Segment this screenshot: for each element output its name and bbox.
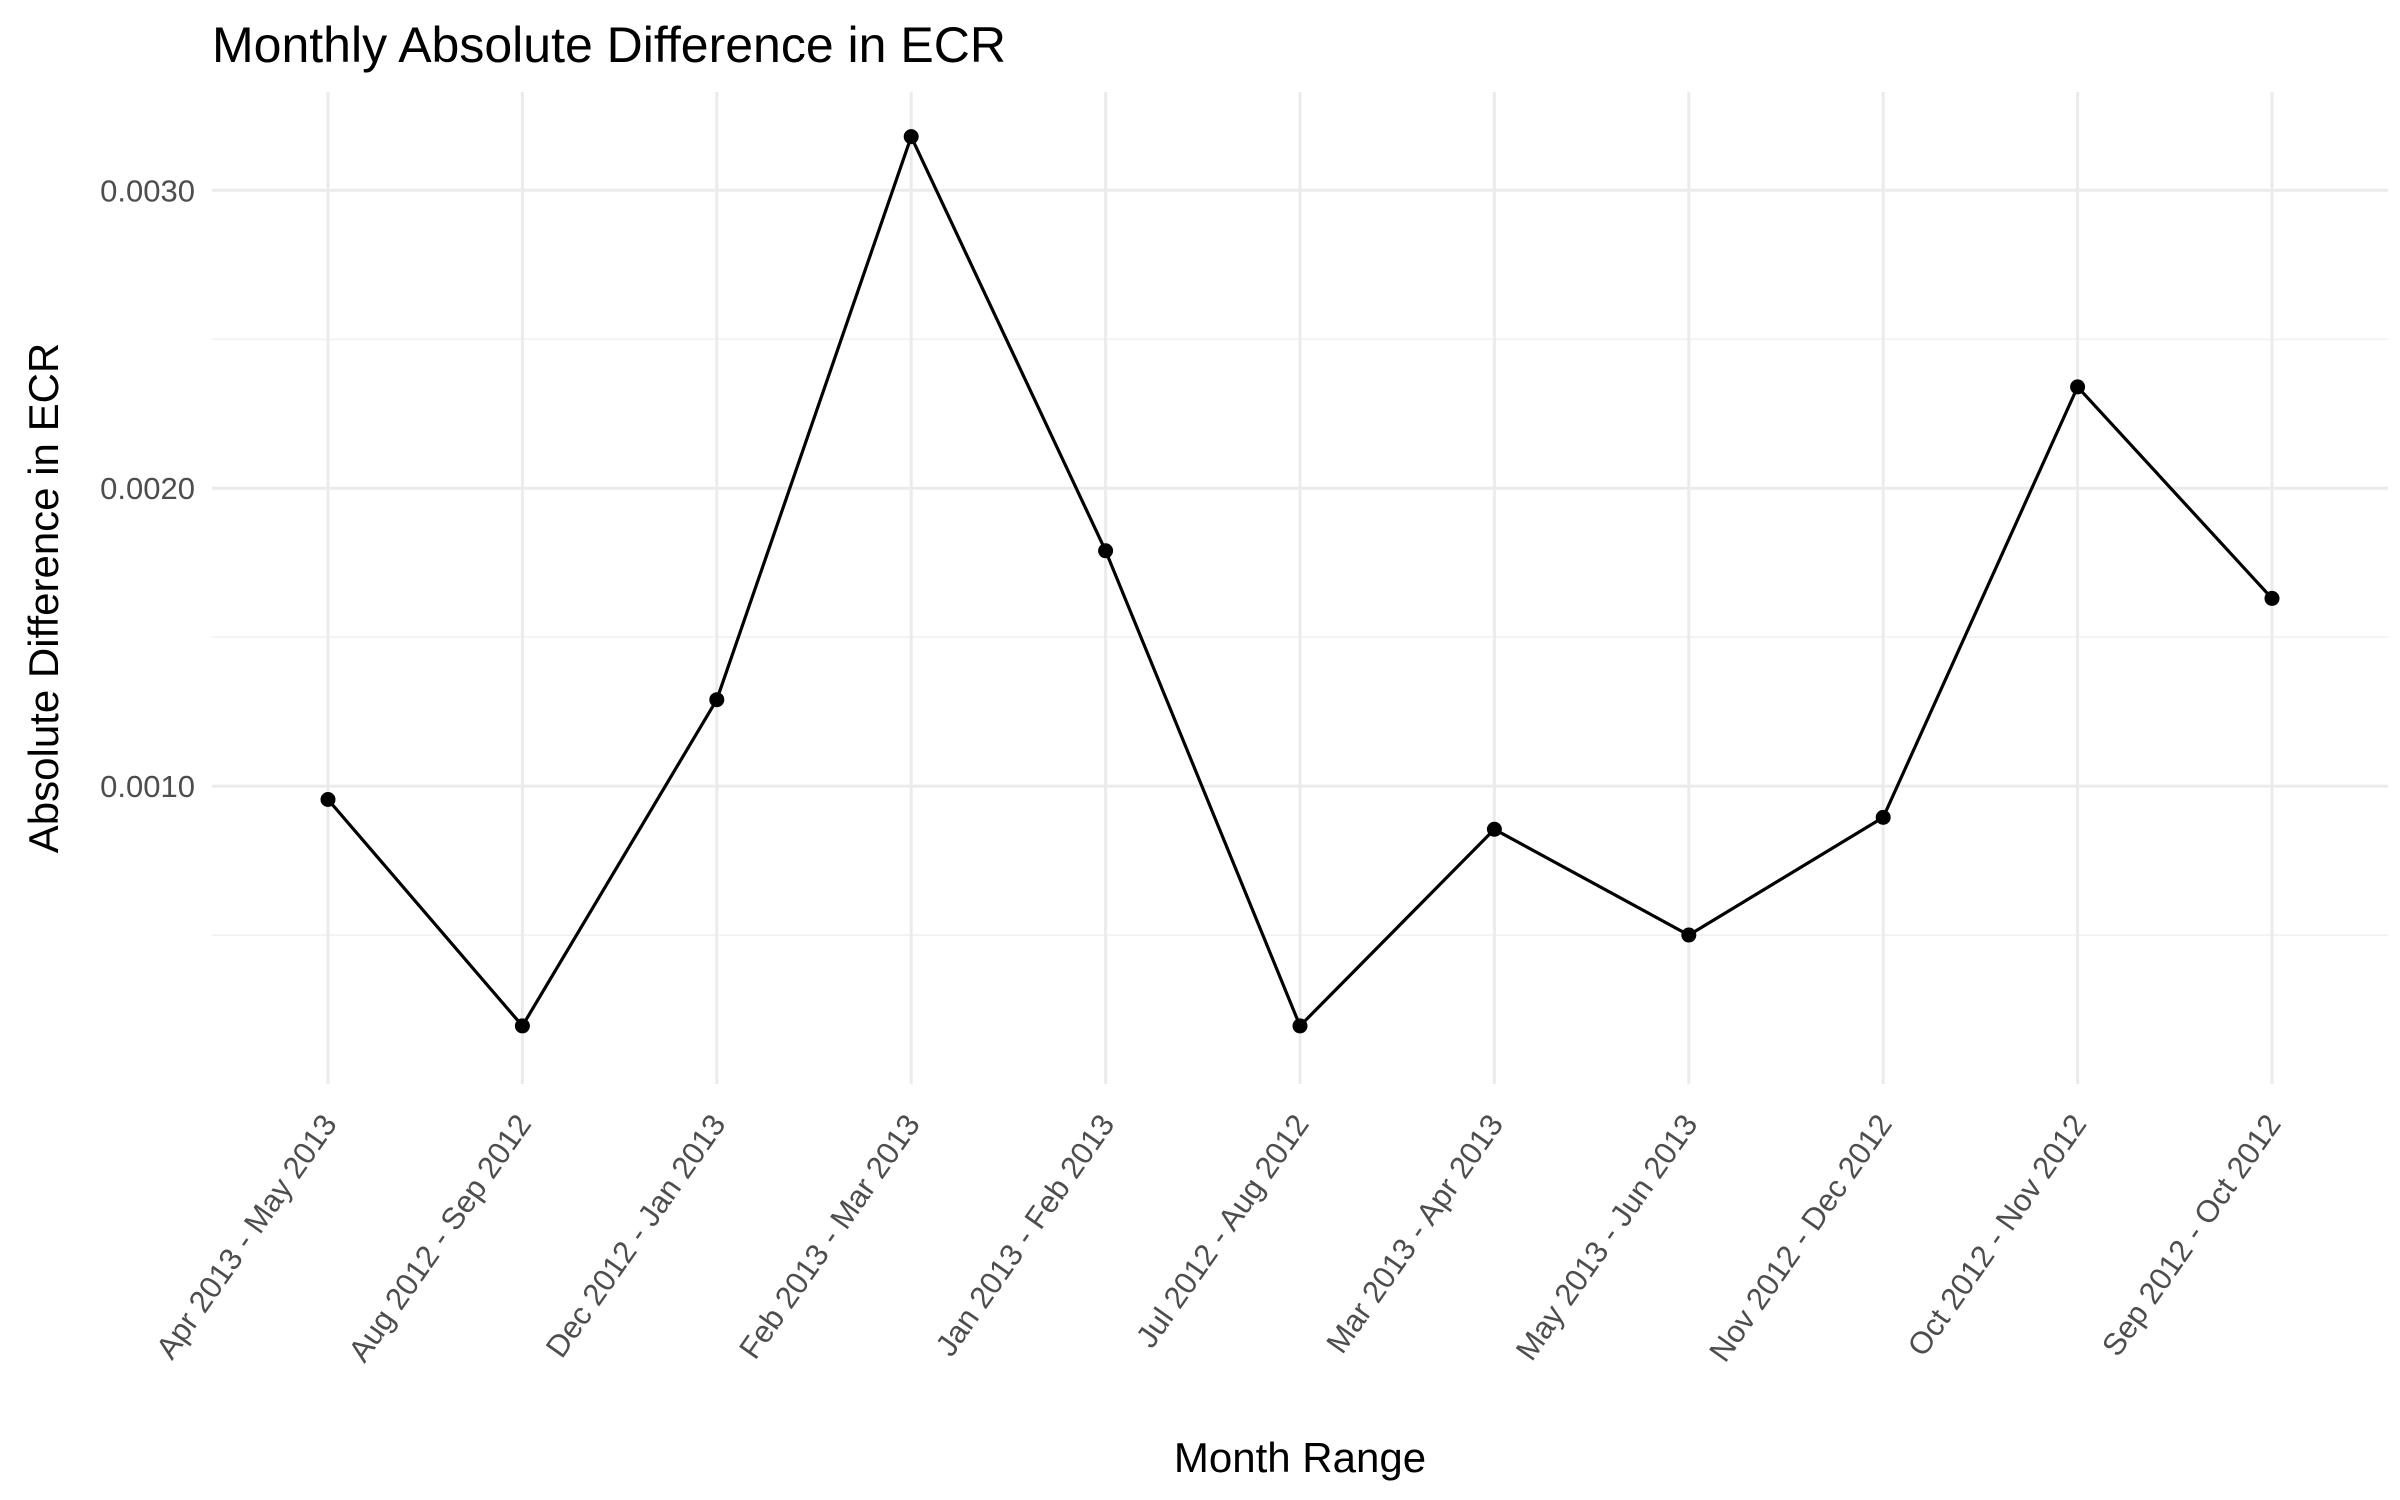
x-tick-label-10: Sep 2012 - Oct 2012 [2095,1108,2288,1362]
data-point-2 [709,692,725,708]
data-point-5 [1292,1018,1308,1034]
data-point-9 [2070,379,2086,395]
x-tick-label-8: Nov 2012 - Dec 2012 [1702,1108,1899,1368]
data-point-1 [514,1018,530,1034]
data-point-8 [1875,809,1891,825]
chart-title: Monthly Absolute Difference in ECR [212,17,1006,73]
y-tick-label-0: 0.0010 [100,769,195,804]
data-series [320,129,2280,1034]
x-tick-label-7: May 2013 - Jun 2013 [1509,1108,1705,1367]
y-tick-label-1: 0.0020 [100,471,195,506]
data-point-3 [903,129,919,145]
y-axis-title: Absolute Difference in ECR [20,343,67,853]
x-tick-label-2: Dec 2012 - Jan 2013 [539,1108,733,1364]
y-tick-label-2: 0.0030 [100,173,195,208]
x-tick-label-6: Mar 2013 - Apr 2013 [1319,1108,1510,1360]
data-point-4 [1098,543,1114,559]
x-tick-label-4: Jan 2013 - Feb 2013 [929,1108,1122,1362]
x-tick-label-3: Feb 2013 - Mar 2013 [732,1108,927,1365]
data-point-7 [1681,927,1697,943]
x-tick-label-1: Aug 2012 - Sep 2012 [341,1108,538,1368]
x-tick-label-9: Oct 2012 - Nov 2012 [1901,1108,2094,1362]
data-point-6 [1486,821,1502,837]
x-tick-label-5: Jul 2012 - Aug 2012 [1129,1108,1316,1354]
data-point-10 [2264,590,2280,606]
data-point-0 [320,792,336,808]
x-axis-title: Month Range [1174,1434,1426,1481]
grid-lines [212,92,2388,1084]
x-tick-label-0: Apr 2013 - May 2013 [149,1108,344,1365]
